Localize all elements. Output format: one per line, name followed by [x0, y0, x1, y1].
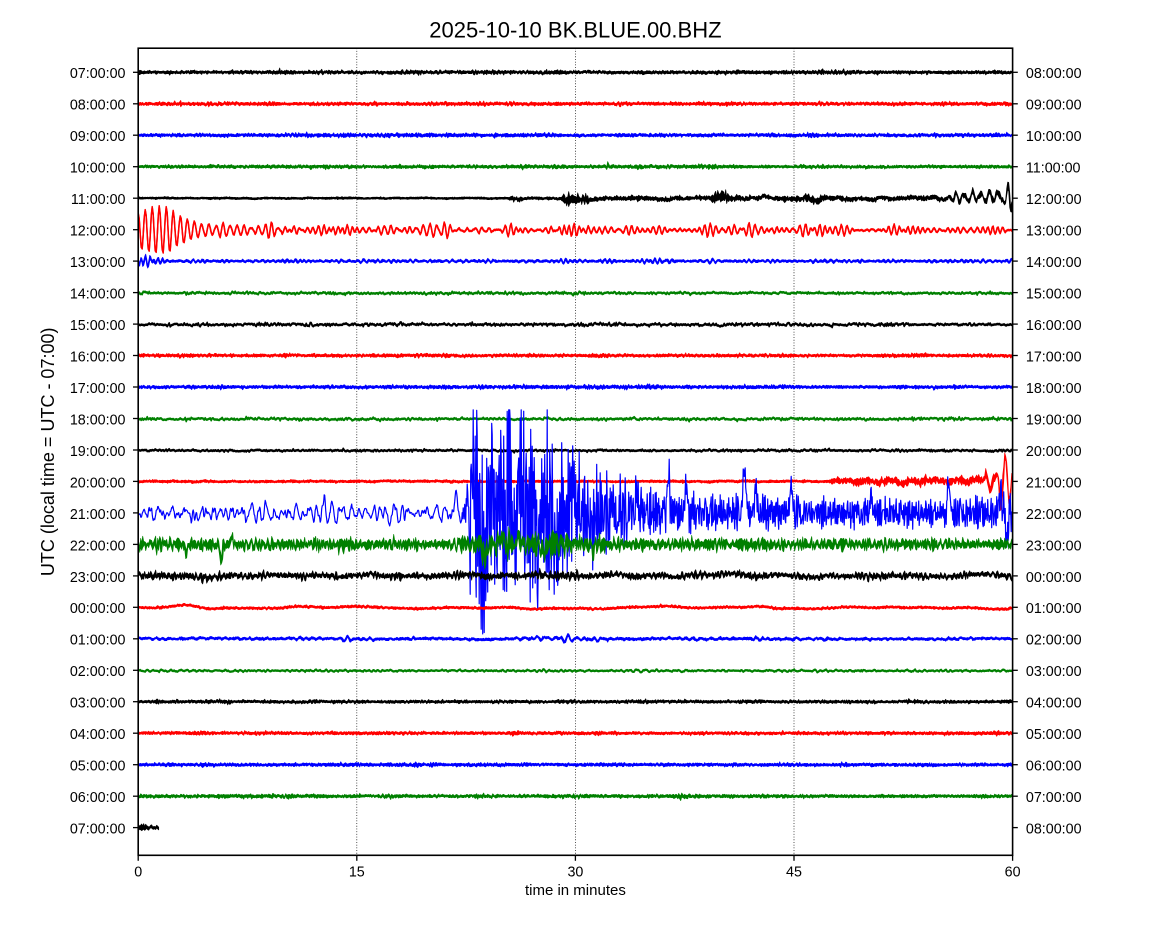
svg-text:19:00:00: 19:00:00 [70, 444, 126, 460]
svg-text:30: 30 [567, 865, 583, 881]
svg-text:17:00:00: 17:00:00 [1026, 349, 1082, 365]
svg-text:08:00:00: 08:00:00 [1026, 66, 1082, 82]
svg-text:18:00:00: 18:00:00 [70, 412, 126, 428]
svg-text:05:00:00: 05:00:00 [70, 759, 126, 775]
svg-text:03:00:00: 03:00:00 [1026, 664, 1082, 680]
svg-text:15: 15 [349, 865, 365, 881]
svg-text:18:00:00: 18:00:00 [1026, 381, 1082, 397]
svg-text:15:00:00: 15:00:00 [70, 318, 126, 334]
svg-text:15:00:00: 15:00:00 [1026, 287, 1082, 303]
svg-text:04:00:00: 04:00:00 [70, 727, 126, 743]
svg-text:13:00:00: 13:00:00 [70, 255, 126, 271]
svg-text:17:00:00: 17:00:00 [70, 381, 126, 397]
svg-text:03:00:00: 03:00:00 [70, 696, 126, 712]
svg-text:21:00:00: 21:00:00 [1026, 475, 1082, 491]
svg-text:20:00:00: 20:00:00 [70, 475, 126, 491]
svg-text:14:00:00: 14:00:00 [1026, 255, 1082, 271]
svg-text:0: 0 [134, 865, 142, 881]
svg-text:06:00:00: 06:00:00 [1026, 759, 1082, 775]
svg-text:16:00:00: 16:00:00 [70, 349, 126, 365]
svg-text:10:00:00: 10:00:00 [70, 161, 126, 177]
svg-text:22:00:00: 22:00:00 [1026, 507, 1082, 523]
svg-text:22:00:00: 22:00:00 [70, 538, 126, 554]
svg-text:60: 60 [1005, 865, 1021, 881]
svg-text:04:00:00: 04:00:00 [1026, 696, 1082, 712]
svg-text:23:00:00: 23:00:00 [1026, 538, 1082, 554]
svg-text:00:00:00: 00:00:00 [70, 601, 126, 617]
svg-text:16:00:00: 16:00:00 [1026, 318, 1082, 334]
svg-text:13:00:00: 13:00:00 [1026, 224, 1082, 240]
svg-text:09:00:00: 09:00:00 [70, 129, 126, 145]
svg-text:14:00:00: 14:00:00 [70, 287, 126, 303]
svg-text:07:00:00: 07:00:00 [70, 822, 126, 838]
svg-text:23:00:00: 23:00:00 [70, 570, 126, 586]
svg-text:time in minutes: time in minutes [525, 882, 626, 899]
svg-text:05:00:00: 05:00:00 [1026, 727, 1082, 743]
svg-text:02:00:00: 02:00:00 [70, 664, 126, 680]
svg-text:21:00:00: 21:00:00 [70, 507, 126, 523]
svg-text:10:00:00: 10:00:00 [1026, 129, 1082, 145]
svg-text:11:00:00: 11:00:00 [71, 192, 126, 208]
svg-text:09:00:00: 09:00:00 [1026, 98, 1082, 114]
svg-text:20:00:00: 20:00:00 [1026, 444, 1082, 460]
svg-text:07:00:00: 07:00:00 [1026, 790, 1082, 806]
svg-text:45: 45 [786, 865, 802, 881]
svg-text:UTC (local time = UTC - 07:00): UTC (local time = UTC - 07:00) [38, 328, 58, 577]
svg-text:00:00:00: 00:00:00 [1026, 570, 1082, 586]
svg-text:06:00:00: 06:00:00 [70, 790, 126, 806]
svg-text:2025-10-10 BK.BLUE.00.BHZ: 2025-10-10 BK.BLUE.00.BHZ [429, 17, 721, 42]
svg-text:07:00:00: 07:00:00 [70, 66, 126, 82]
svg-text:12:00:00: 12:00:00 [70, 224, 126, 240]
svg-text:08:00:00: 08:00:00 [70, 98, 126, 114]
svg-text:19:00:00: 19:00:00 [1026, 412, 1082, 428]
svg-text:11:00:00: 11:00:00 [1026, 161, 1081, 177]
svg-text:08:00:00: 08:00:00 [1026, 822, 1082, 838]
svg-text:01:00:00: 01:00:00 [1026, 601, 1082, 617]
svg-text:01:00:00: 01:00:00 [70, 633, 126, 649]
svg-text:02:00:00: 02:00:00 [1026, 633, 1082, 649]
svg-text:12:00:00: 12:00:00 [1026, 192, 1082, 208]
